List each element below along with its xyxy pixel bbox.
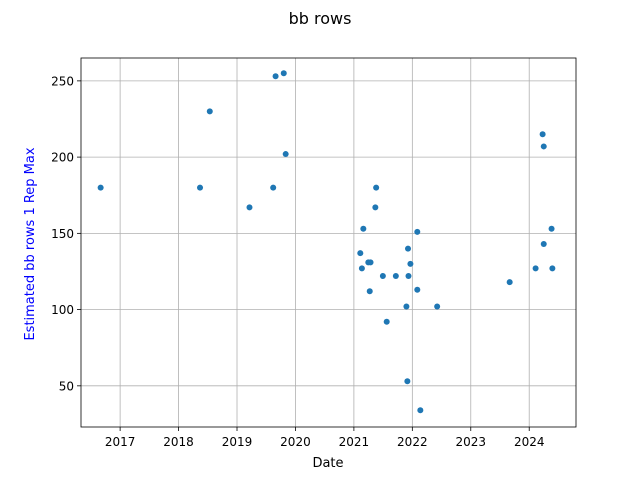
data-point — [383, 318, 390, 325]
y-tick-label: 250 — [51, 74, 74, 88]
data-point — [272, 73, 279, 80]
x-tick-label: 2020 — [280, 435, 311, 449]
data-point — [549, 265, 556, 272]
plot-area-frame — [80, 57, 577, 428]
x-tick-label: 2022 — [397, 435, 428, 449]
data-point — [532, 265, 539, 272]
x-tick-label: 2019 — [222, 435, 253, 449]
grid-lines — [81, 58, 576, 427]
chart-title: bb rows — [289, 9, 352, 28]
data-points — [97, 70, 556, 414]
data-point — [270, 184, 277, 191]
data-point — [404, 378, 411, 385]
x-axis-label: Date — [312, 456, 343, 471]
data-point — [379, 273, 386, 280]
y-tick-label: 100 — [51, 303, 74, 317]
data-point — [540, 143, 547, 150]
data-point — [358, 265, 365, 272]
data-point — [540, 241, 547, 248]
data-point — [282, 151, 289, 158]
axis-ticks: 2017 2018 2019 2020 2021 2022 2023 2024 50 100 150… — [51, 74, 544, 449]
data-point — [372, 204, 379, 211]
data-point — [360, 225, 367, 232]
data-point — [405, 273, 412, 280]
data-point — [97, 184, 104, 191]
data-point — [434, 303, 441, 310]
data-point — [373, 184, 380, 191]
data-point — [539, 131, 546, 138]
data-point — [548, 225, 555, 232]
data-point — [197, 184, 204, 191]
data-point — [414, 228, 421, 235]
data-point — [405, 245, 412, 252]
data-point — [280, 70, 287, 77]
data-point — [403, 303, 410, 310]
y-tick-label: 50 — [59, 379, 74, 393]
data-point — [246, 204, 253, 211]
data-point — [392, 273, 399, 280]
data-point — [366, 288, 373, 295]
y-axis-label: Estimated bb rows 1 Rep Max — [23, 147, 38, 340]
data-point — [367, 259, 374, 266]
y-tick-label: 150 — [51, 227, 74, 241]
x-tick-label: 2024 — [514, 435, 545, 449]
data-point — [506, 279, 513, 286]
x-tick-label: 2018 — [163, 435, 194, 449]
x-tick-label: 2021 — [339, 435, 370, 449]
x-tick-label: 2017 — [105, 435, 136, 449]
data-point — [417, 407, 424, 414]
x-tick-label: 2023 — [455, 435, 486, 449]
data-point — [414, 286, 421, 293]
data-point — [407, 260, 414, 267]
y-tick-label: 200 — [51, 151, 74, 165]
data-point — [206, 108, 213, 115]
data-point — [357, 250, 364, 257]
